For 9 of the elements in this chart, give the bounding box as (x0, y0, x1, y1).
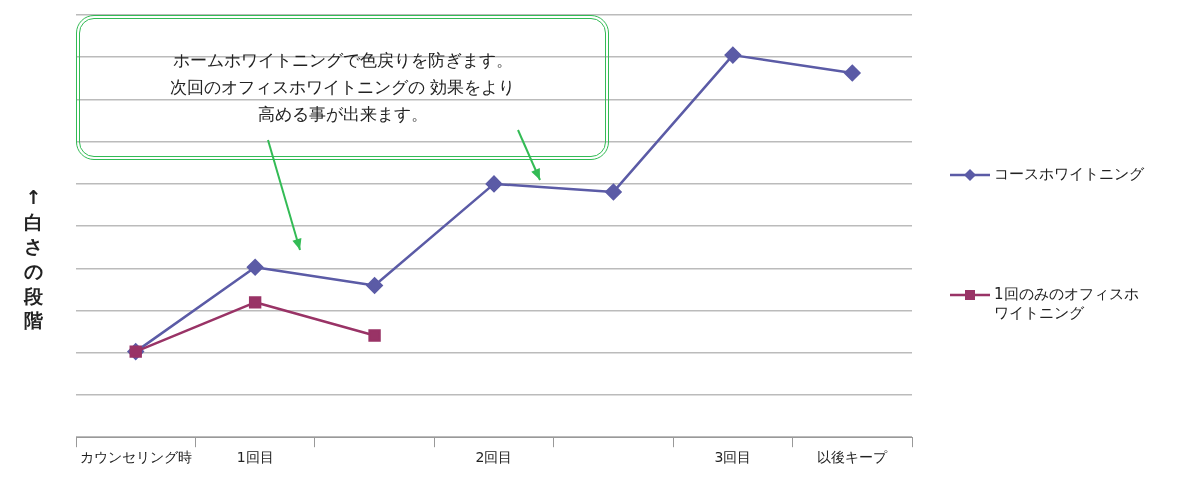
y-axis-title: ↑白さの段階 (24, 185, 43, 334)
annotation: ホームホワイトニングで色戻りを防ぎます。次回のオフィスホワイトニングの 効果をより高める事が出来ます。 (168, 48, 517, 127)
x-tick-label: 以後キープ (817, 449, 889, 466)
x-tick-label: 1回目 (236, 449, 274, 466)
x-tick-label: カウンセリング時 (79, 449, 192, 466)
x-tick-label: 2回目 (475, 449, 513, 466)
legend-label: 1回のみのオフィスホワイトニング (994, 285, 1140, 323)
legend-label: コースホワイトニング (994, 165, 1144, 184)
x-tick-label: 3回目 (714, 449, 752, 466)
